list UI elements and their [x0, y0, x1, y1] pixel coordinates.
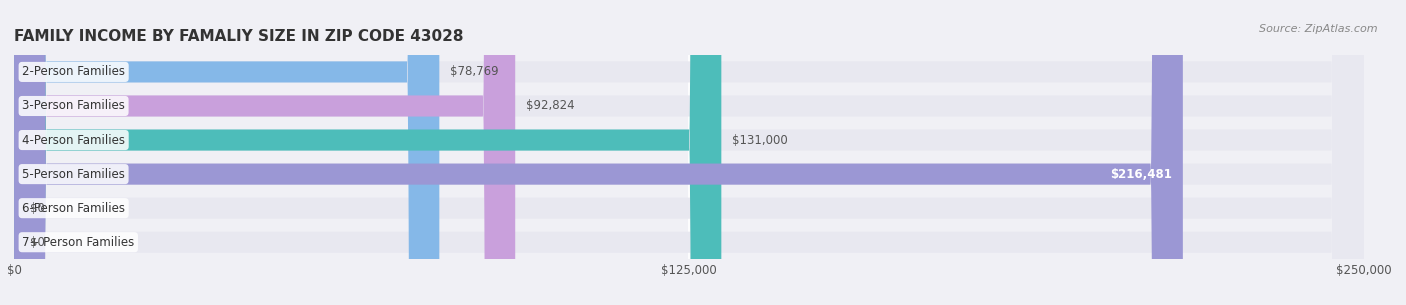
FancyBboxPatch shape — [14, 0, 1364, 305]
FancyBboxPatch shape — [14, 0, 439, 305]
Text: $92,824: $92,824 — [526, 99, 575, 113]
Text: 6-Person Families: 6-Person Families — [22, 202, 125, 215]
Text: $216,481: $216,481 — [1111, 168, 1173, 181]
Text: 4-Person Families: 4-Person Families — [22, 134, 125, 146]
FancyBboxPatch shape — [14, 0, 515, 305]
FancyBboxPatch shape — [14, 0, 1182, 305]
FancyBboxPatch shape — [14, 0, 1364, 305]
Text: $0: $0 — [31, 202, 45, 215]
Text: 3-Person Families: 3-Person Families — [22, 99, 125, 113]
Text: $131,000: $131,000 — [733, 134, 787, 146]
Text: 2-Person Families: 2-Person Families — [22, 66, 125, 78]
Text: $0: $0 — [31, 236, 45, 249]
FancyBboxPatch shape — [14, 0, 721, 305]
Text: 7+ Person Families: 7+ Person Families — [22, 236, 135, 249]
Text: Source: ZipAtlas.com: Source: ZipAtlas.com — [1260, 24, 1378, 34]
FancyBboxPatch shape — [14, 0, 1364, 305]
Text: FAMILY INCOME BY FAMALIY SIZE IN ZIP CODE 43028: FAMILY INCOME BY FAMALIY SIZE IN ZIP COD… — [14, 29, 464, 44]
Text: $78,769: $78,769 — [450, 66, 499, 78]
FancyBboxPatch shape — [14, 0, 1364, 305]
FancyBboxPatch shape — [14, 0, 1364, 305]
FancyBboxPatch shape — [14, 0, 1364, 305]
Text: 5-Person Families: 5-Person Families — [22, 168, 125, 181]
